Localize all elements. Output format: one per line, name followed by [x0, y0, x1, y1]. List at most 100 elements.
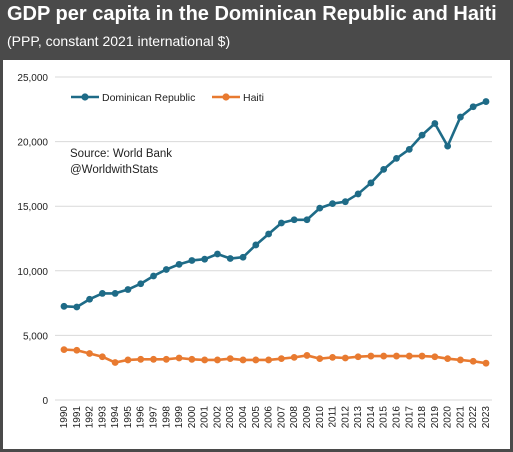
x-tick-label: 2020 [443, 406, 454, 429]
x-tick-label: 2006 [264, 406, 275, 429]
y-tick-label: 25,000 [17, 73, 48, 84]
x-tick-label: 2003 [225, 406, 236, 429]
x-tick-label: 2023 [481, 406, 492, 429]
data-point-haiti [188, 355, 196, 363]
data-point-haiti [316, 355, 324, 363]
chart-subtitle: (PPP, constant 2021 international $) [7, 33, 231, 49]
legend-label-haiti: Haiti [243, 92, 264, 104]
x-tick-label: 1994 [110, 406, 121, 429]
data-point-haiti [86, 350, 93, 357]
data-point-haiti [329, 353, 336, 361]
data-point-haiti [418, 352, 426, 360]
x-tick-label: 2019 [430, 406, 441, 429]
x-tick-label: 1992 [85, 406, 96, 429]
data-point-haiti [252, 356, 260, 364]
data-point-haiti [380, 352, 388, 360]
data-point-haiti [214, 356, 221, 364]
source-note: Source: World Bank [70, 148, 172, 160]
data-point-dominican-republic [188, 257, 196, 264]
data-point-haiti [124, 356, 132, 364]
x-tick-label: 1990 [59, 406, 70, 429]
x-tick-label: 1997 [149, 406, 160, 429]
data-point-dominican-republic [124, 286, 132, 293]
data-point-dominican-republic [111, 290, 119, 297]
x-tick-label: 1993 [97, 406, 108, 429]
data-point-haiti [482, 359, 490, 367]
data-point-dominican-republic [469, 103, 477, 111]
x-tick-label: 1999 [174, 406, 185, 429]
x-tick-label: 1995 [123, 406, 134, 429]
data-point-dominican-republic [431, 120, 439, 127]
data-point-haiti [393, 352, 400, 360]
legend: Dominican Republic Haiti [71, 92, 264, 104]
data-point-dominican-republic [98, 290, 106, 297]
data-point-dominican-republic [86, 295, 93, 303]
series-line-haiti [63, 348, 487, 365]
x-tick-label: 1998 [161, 406, 172, 429]
data-point-haiti [354, 353, 362, 361]
x-tick-label: 2016 [391, 406, 402, 429]
x-tick-label: 2007 [276, 406, 287, 429]
data-point-dominican-republic [175, 260, 183, 268]
x-tick-label: 2004 [238, 406, 249, 429]
data-point-dominican-republic [393, 154, 400, 162]
x-tick-label: 2013 [353, 406, 364, 429]
data-point-haiti [303, 352, 311, 359]
data-point-dominican-republic [303, 216, 311, 224]
data-point-haiti [457, 356, 464, 364]
data-point-haiti [162, 355, 170, 363]
legend-marker-dominican-republic [81, 93, 89, 101]
y-tick-label: 5,000 [23, 331, 48, 342]
x-tick-label: 2022 [468, 406, 479, 429]
data-point-dominican-republic [201, 255, 209, 263]
data-point-dominican-republic [214, 250, 221, 258]
data-point-dominican-republic [137, 280, 145, 288]
data-point-dominican-republic [60, 302, 68, 310]
series-line-dominican-republic [63, 100, 487, 309]
legend-entry-haiti: Haiti [212, 92, 264, 104]
y-tick-label: 20,000 [17, 138, 48, 149]
plot-panel [3, 60, 510, 449]
data-point-dominican-republic [226, 255, 234, 262]
data-point-haiti [469, 357, 477, 365]
data-point-haiti [239, 356, 247, 364]
x-tick-label: 2005 [251, 406, 262, 429]
x-tick-label: 2010 [315, 406, 326, 429]
x-tick-label: 2017 [404, 406, 415, 429]
data-point-haiti [290, 353, 298, 361]
data-point-dominican-republic [277, 219, 285, 227]
x-tick-label: 2021 [455, 406, 466, 429]
data-point-haiti [73, 346, 81, 354]
series-haiti [60, 346, 490, 367]
data-point-haiti [431, 353, 439, 361]
data-point-dominican-republic [457, 113, 464, 121]
data-point-haiti [201, 356, 209, 364]
x-tick-label: 2002 [212, 406, 223, 429]
data-point-dominican-republic [405, 145, 413, 153]
data-point-haiti [98, 353, 106, 361]
data-point-haiti [367, 352, 375, 360]
data-point-dominican-republic [239, 253, 247, 261]
data-point-dominican-republic [418, 131, 426, 139]
data-point-dominican-republic [482, 98, 490, 105]
data-point-haiti [137, 355, 145, 363]
data-point-haiti [175, 354, 183, 362]
data-point-dominican-republic [290, 216, 298, 224]
data-point-haiti [341, 354, 349, 362]
data-point-dominican-republic [150, 272, 157, 280]
x-tick-label: 2015 [379, 406, 390, 429]
data-point-dominican-republic [252, 241, 260, 249]
y-tick-label: 10,000 [17, 267, 48, 278]
x-tick-label: 2011 [328, 406, 339, 428]
x-tick-label: 1991 [72, 406, 83, 429]
data-point-haiti [60, 346, 68, 354]
x-tick-label: 2012 [340, 406, 351, 429]
data-point-haiti [277, 355, 285, 363]
y-axis-ticks: 0 5,000 10,000 15,000 20,000 25,000 [17, 73, 48, 407]
data-point-dominican-republic [316, 204, 324, 212]
x-tick-label: 2001 [200, 406, 211, 429]
data-point-dominican-republic [265, 230, 273, 238]
x-tick-label: 2014 [366, 406, 377, 429]
